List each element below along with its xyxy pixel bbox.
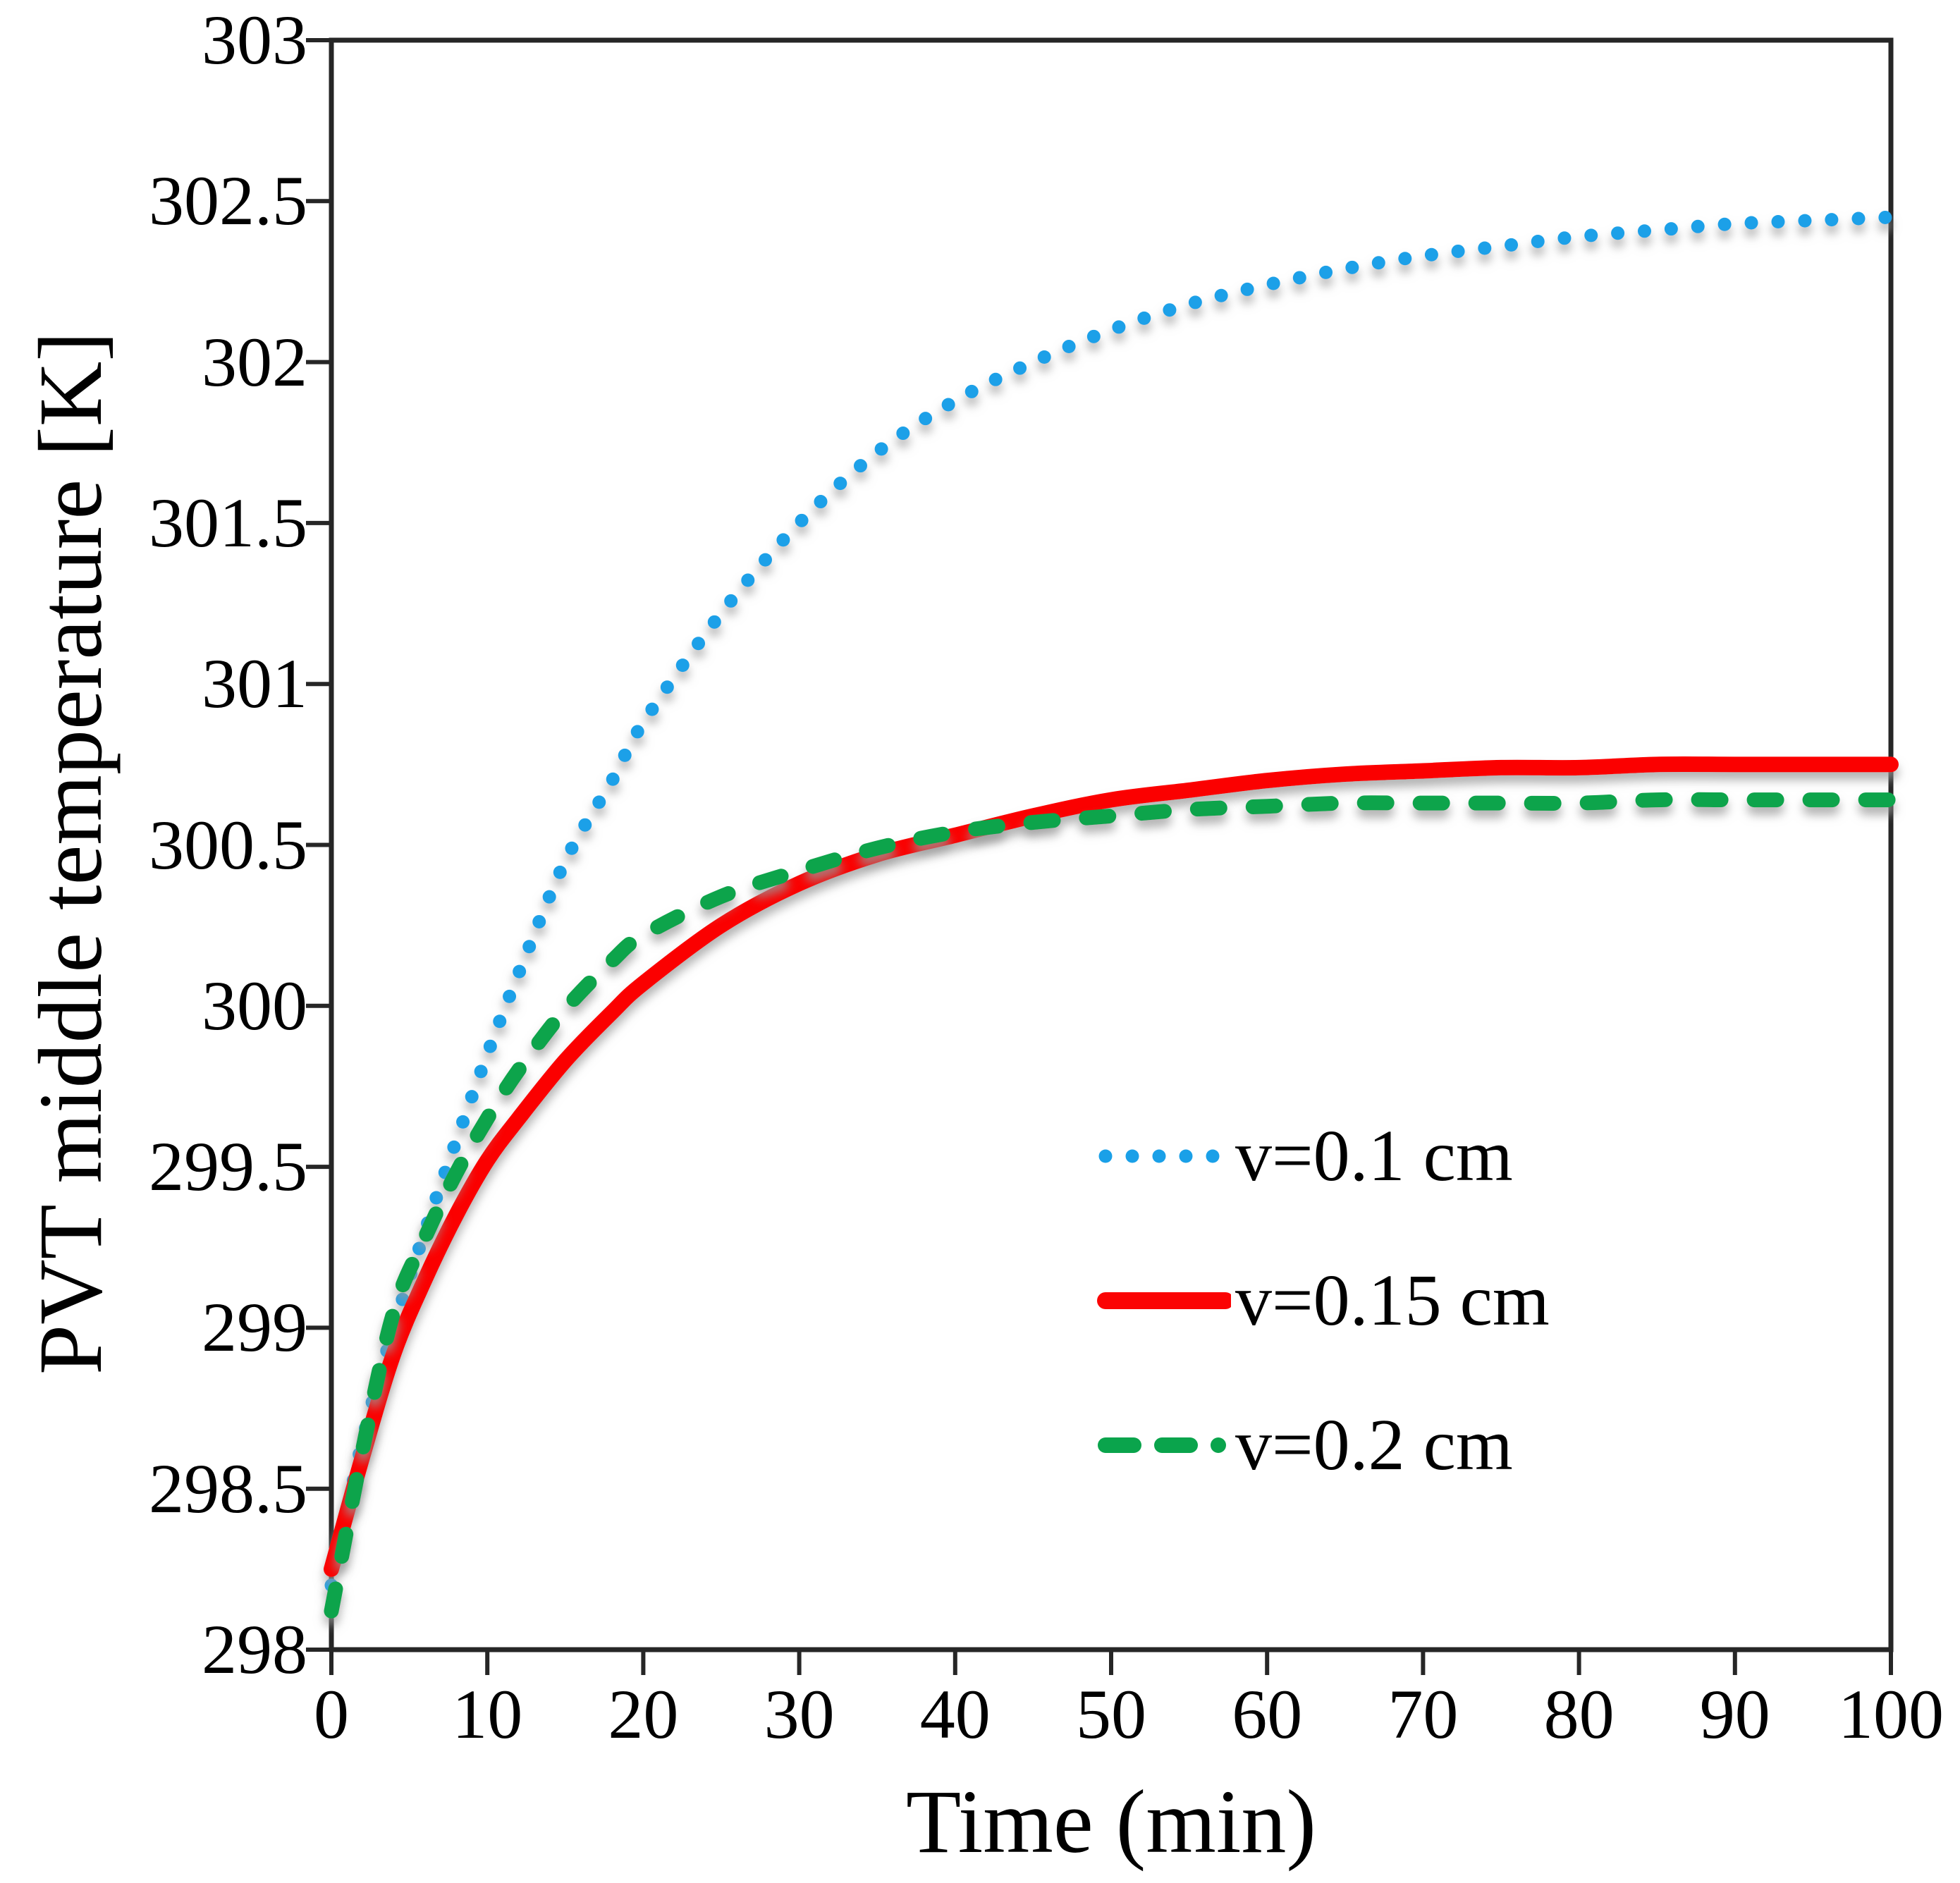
x-tick-label: 20 [608,1675,679,1753]
y-tick-label: 300.5 [149,805,307,884]
legend-item-v015: v=0.15 cm [1097,1251,1550,1350]
x-tick-label: 60 [1232,1675,1303,1753]
y-tick-label: 299.5 [149,1127,307,1206]
x-tick-label: 80 [1543,1675,1615,1753]
x-tick-label: 100 [1838,1675,1944,1753]
solid-line-legend-icon [1097,1292,1231,1309]
x-tick-label: 30 [764,1675,835,1753]
x-tick-label: 90 [1699,1675,1770,1753]
y-axis-title: PVT middle temperature [K] [20,331,121,1375]
legend-item-v01: v=0.1 cm [1097,1107,1513,1206]
dotted-line-legend-icon [1098,1149,1231,1163]
y-tick-label: 302.5 [149,161,307,240]
legend-label: v=0.2 cm [1235,1404,1513,1485]
x-tick-label: 10 [452,1675,523,1753]
y-tick-label: 302 [202,322,307,401]
y-tick-label: 298 [202,1610,307,1688]
y-tick-label: 303 [202,1,307,79]
y-tick-label: 298.5 [149,1449,307,1528]
y-tick-label: 301 [202,644,307,723]
x-tick-label: 40 [919,1675,991,1753]
x-tick-label: 70 [1388,1675,1459,1753]
x-tick-label: 50 [1076,1675,1146,1753]
legend-label: v=0.1 cm [1235,1115,1513,1196]
dashed-line-legend-icon [1098,1437,1231,1453]
x-tick-label: 0 [314,1675,349,1753]
legend-label: v=0.15 cm [1235,1260,1550,1341]
y-tick-label: 301.5 [149,483,307,562]
legend-item-v02: v=0.2 cm [1097,1396,1513,1495]
y-tick-label: 300 [202,966,307,1045]
x-axis-title: Time (min) [906,1772,1316,1872]
y-tick-label: 299 [202,1288,307,1367]
